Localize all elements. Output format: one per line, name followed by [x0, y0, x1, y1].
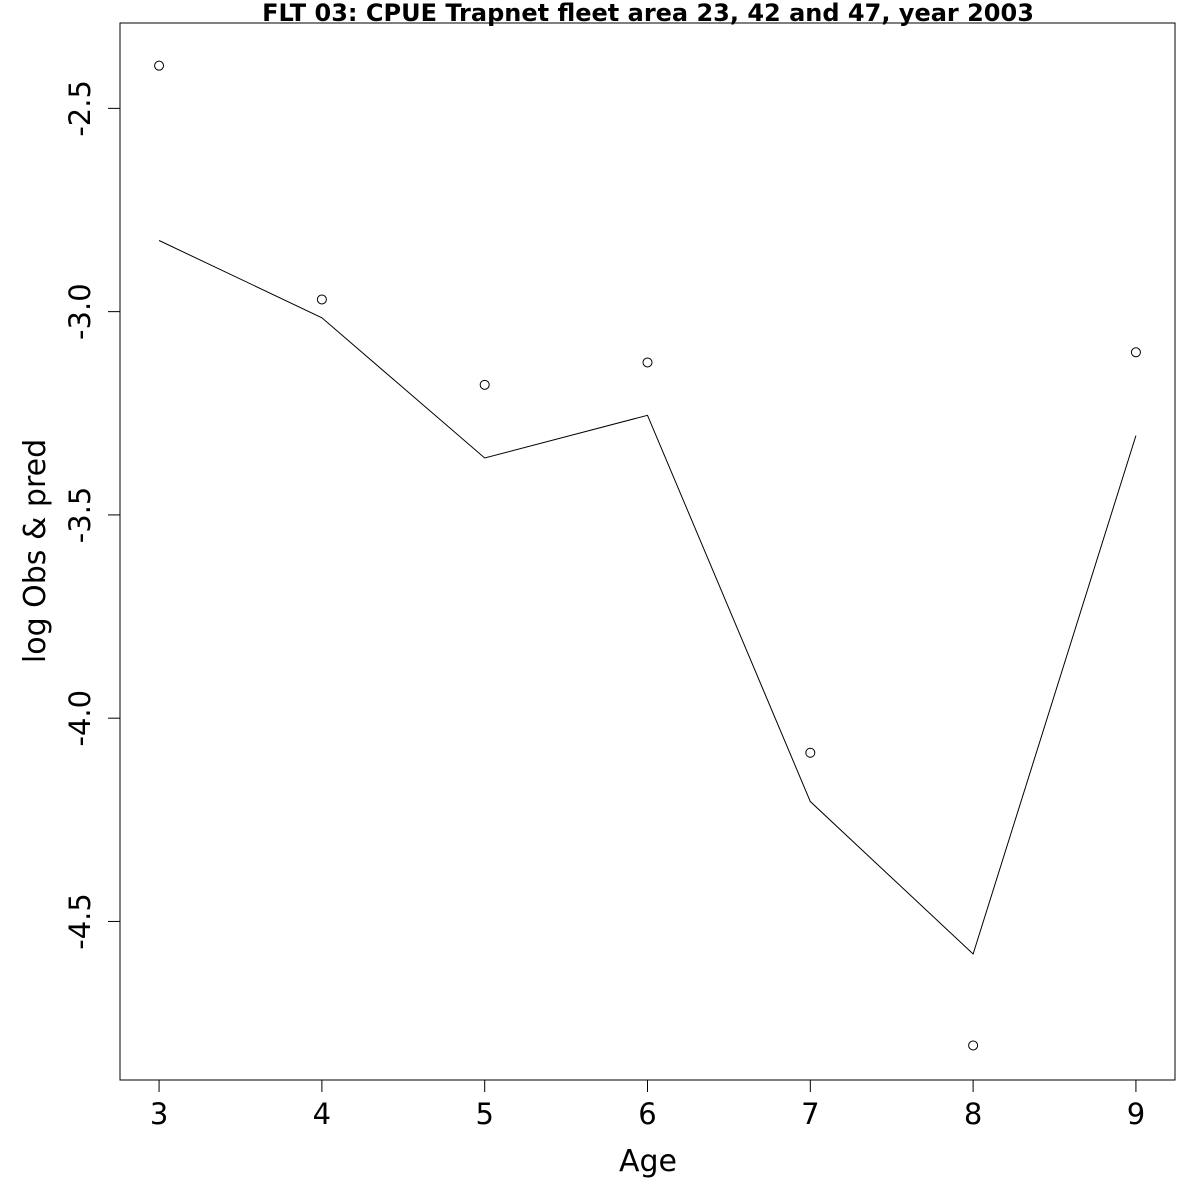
- observed-point: [968, 1040, 979, 1051]
- x-tick-label: 9: [1127, 1097, 1145, 1131]
- y-tick-label: -2.5: [63, 80, 97, 137]
- x-tick-label: 7: [801, 1097, 819, 1131]
- y-tick-label: -4.5: [63, 893, 97, 950]
- plot-frame: [119, 22, 1176, 1081]
- y-axis-label: log Obs & pred: [18, 439, 53, 663]
- observed-point: [154, 60, 165, 71]
- observed-point: [316, 294, 327, 305]
- observed-point: [1130, 347, 1141, 358]
- predicted-line: [158, 240, 1137, 955]
- x-axis: 3 4 5 6 7 8 9: [150, 1080, 1145, 1131]
- y-tick-label: -4.0: [63, 690, 97, 747]
- x-tick-label: 5: [475, 1097, 493, 1131]
- x-tick-label: 3: [150, 1097, 168, 1131]
- observed-series-points: [154, 60, 1141, 1051]
- x-axis-label: Age: [619, 1144, 677, 1179]
- y-tick-label: -3.5: [63, 487, 97, 544]
- observed-point: [642, 357, 653, 368]
- x-tick-label: 8: [964, 1097, 982, 1131]
- x-tick-label: 6: [638, 1097, 656, 1131]
- observed-point: [805, 747, 816, 758]
- y-axis: -2.5 -3.0 -3.5 -4.0 -4.5: [63, 80, 120, 950]
- x-tick-label: 4: [313, 1097, 331, 1131]
- predicted-series-line: [158, 240, 1137, 955]
- y-tick-label: -3.0: [63, 283, 97, 340]
- observed-point: [479, 379, 490, 390]
